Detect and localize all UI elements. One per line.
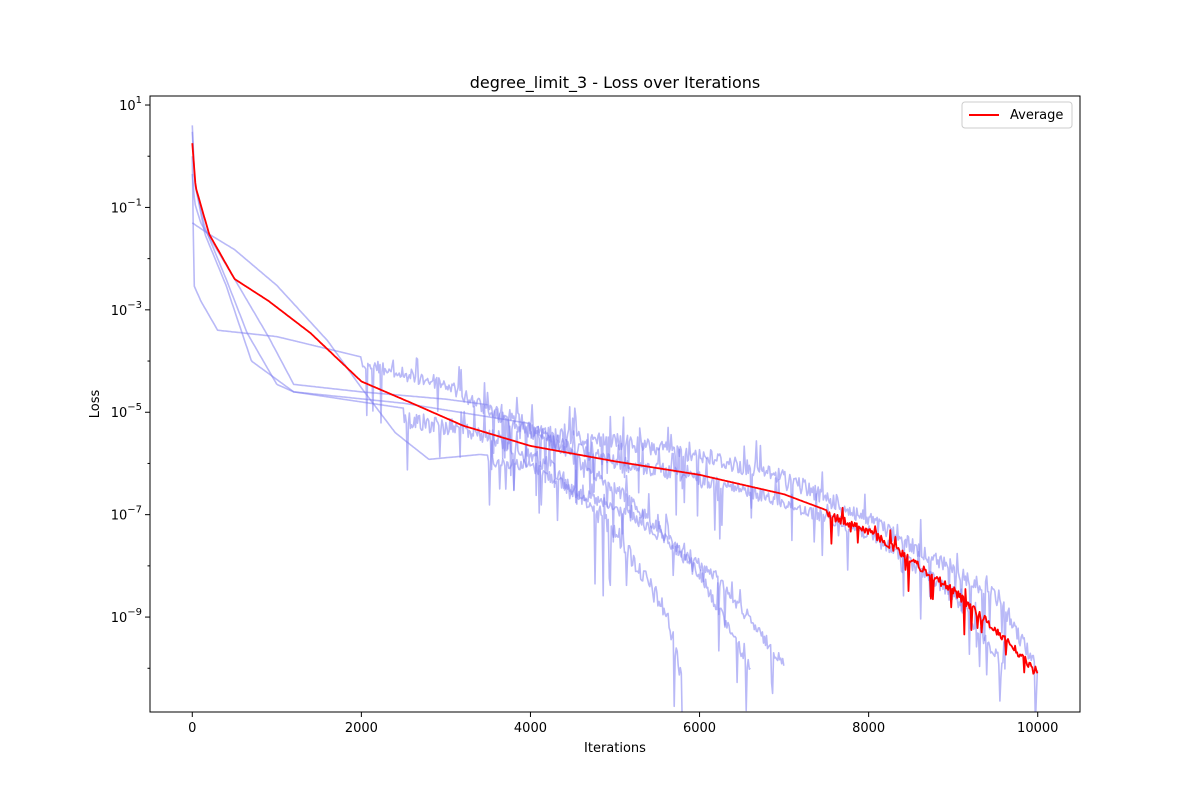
x-axis-label: Iterations	[584, 741, 646, 756]
x-tick-label: 10000	[1017, 721, 1058, 736]
legend: Average	[961, 101, 1073, 129]
legend-box	[961, 101, 1073, 129]
legend-label-average: Average	[1010, 108, 1063, 123]
x-tick-label: 4000	[514, 721, 547, 736]
x-axis-ticks: 0 2000 4000 6000 8000 10000	[188, 712, 1058, 736]
run-line-2	[191, 173, 751, 712]
y-tick-label: 101	[119, 95, 142, 114]
x-tick-label: 6000	[683, 721, 716, 736]
x-tick-label: 0	[188, 721, 196, 736]
series-layer	[191, 125, 1039, 712]
axes-frame	[149, 95, 1081, 713]
x-tick-label: 2000	[345, 721, 378, 736]
y-axis-ticks: 101 10−1 10−3 10−5 10−7 10−9	[111, 95, 150, 669]
y-tick-label: 10−5	[111, 402, 142, 421]
y-axis-label: Loss	[88, 390, 103, 419]
run-line-5	[191, 131, 1039, 712]
run-line-1	[191, 125, 683, 712]
y-tick-label: 10−3	[111, 300, 142, 319]
y-tick-label: 10−1	[111, 197, 142, 216]
chart-title: degree_limit_3 - Loss over Iterations	[470, 73, 761, 93]
plot-area	[149, 95, 1081, 713]
x-tick-label: 8000	[852, 721, 885, 736]
average-line	[191, 143, 1039, 675]
y-tick-label: 10−9	[111, 607, 142, 626]
y-tick-label: 10−7	[111, 505, 142, 524]
run-line-4	[191, 156, 1005, 702]
run-line-3	[191, 222, 785, 695]
